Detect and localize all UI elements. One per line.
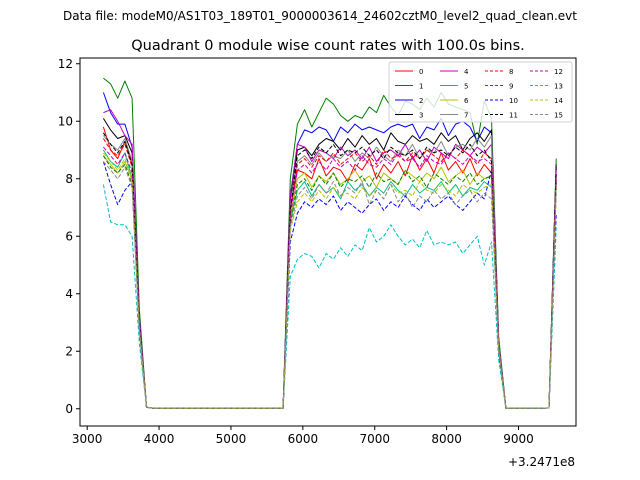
x-tick-label: 4000 xyxy=(144,432,175,446)
series-line-12 xyxy=(103,146,557,409)
y-tick-label: 6 xyxy=(65,229,73,243)
y-tick-label: 2 xyxy=(65,344,73,358)
legend-label-2: 2 xyxy=(419,97,423,105)
legend-label-13: 13 xyxy=(554,83,563,91)
plot-area xyxy=(102,77,557,409)
y-tick-label: 0 xyxy=(65,402,73,416)
y-tick-label: 8 xyxy=(65,172,73,186)
series-line-7 xyxy=(103,135,557,409)
legend-label-10: 10 xyxy=(509,97,518,105)
series-line-15 xyxy=(103,161,557,409)
legend-label-15: 15 xyxy=(554,112,563,120)
series-line-5 xyxy=(102,149,557,409)
x-offset-label: +3.2471e8 xyxy=(508,455,575,469)
x-tick-label: 8000 xyxy=(431,432,462,446)
legend-label-8: 8 xyxy=(509,68,513,76)
x-tick-label: 9000 xyxy=(503,432,534,446)
x-tick-label: 5000 xyxy=(216,432,247,446)
y-tick-label: 12 xyxy=(58,57,73,71)
y-tick-label: 10 xyxy=(58,114,73,128)
legend-label-14: 14 xyxy=(554,97,563,105)
x-tick-label: 3000 xyxy=(72,432,103,446)
legend-label-12: 12 xyxy=(554,68,563,76)
legend-label-1: 1 xyxy=(419,83,423,91)
chart-title: Quadrant 0 module wise count rates with … xyxy=(131,38,525,54)
legend-label-0: 0 xyxy=(419,68,423,76)
legend-label-7: 7 xyxy=(464,112,468,120)
legend-label-11: 11 xyxy=(509,112,518,120)
series-line-10 xyxy=(102,161,557,409)
y-tick-label: 4 xyxy=(65,287,73,301)
series-line-9 xyxy=(102,155,557,409)
data-file-header: Data file: modeM0/AS1T03_189T01_90000036… xyxy=(63,9,577,23)
legend-box xyxy=(388,61,573,123)
series-line-3 xyxy=(102,118,557,409)
legend-label-6: 6 xyxy=(464,97,469,105)
series-line-0 xyxy=(102,126,557,409)
legend-label-4: 4 xyxy=(464,68,469,76)
series-line-13 xyxy=(102,184,557,409)
x-tick-label: 6000 xyxy=(288,432,319,446)
legend-label-3: 3 xyxy=(419,112,423,120)
legend-label-9: 9 xyxy=(509,83,513,91)
series-line-4 xyxy=(103,109,557,409)
plot-frame xyxy=(79,57,577,427)
series-line-11 xyxy=(102,132,557,409)
legend-label-5: 5 xyxy=(464,83,468,91)
series-line-1 xyxy=(103,77,557,409)
x-tick-label: 7000 xyxy=(359,432,390,446)
series-line-14 xyxy=(103,152,557,409)
